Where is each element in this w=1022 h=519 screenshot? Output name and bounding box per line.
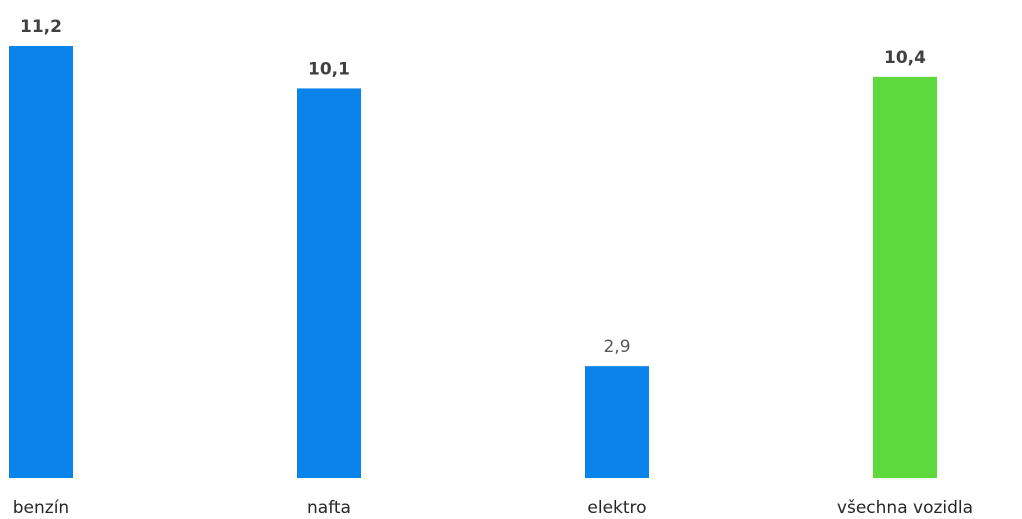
category-label-2: elektro [587, 498, 646, 518]
data-label-0: 11,2 [20, 17, 62, 37]
category-label-3: všechna vozidla [837, 498, 973, 518]
data-label-3: 10,4 [884, 48, 926, 68]
bar-1 [297, 88, 361, 478]
category-label-1: nafta [307, 498, 351, 518]
data-label-1: 10,1 [308, 59, 350, 79]
category-label-0: benzín [13, 498, 69, 518]
bar-2 [585, 366, 649, 478]
data-label-2: 2,9 [603, 337, 630, 357]
bar-3 [873, 76, 937, 478]
bar-0 [9, 46, 73, 478]
